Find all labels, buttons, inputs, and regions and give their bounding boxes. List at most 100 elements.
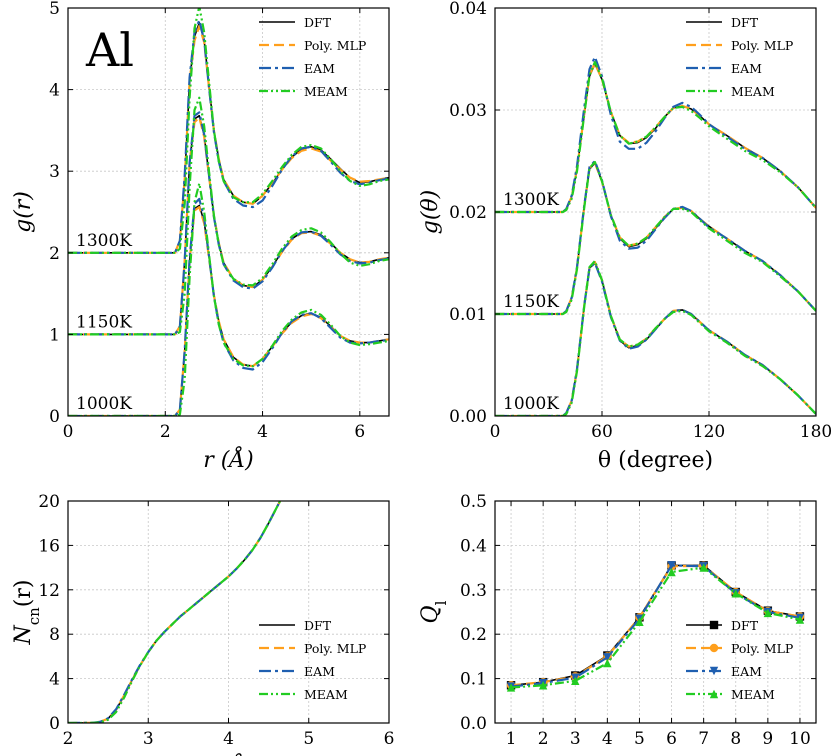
- panel-ncn: 2 3 4 5 6 0 4 8 12 16 20 r (Å) Ncn(r) DFT Poly. MLP EAM…: [11, 492, 394, 756]
- x-tick-label: 4: [223, 729, 234, 749]
- panel-gr: 0 2 4 6 0 1 2 3 4 5 r (Å) g(r) 1300K 1150K 1000K DFT Pol…: [11, 0, 390, 473]
- legend-label: DFT: [304, 618, 332, 633]
- y-axis-label: Ncn(r): [11, 580, 43, 646]
- y-tick-label: 0.4: [460, 536, 487, 556]
- marker-meam: [699, 563, 708, 572]
- legend-label: MEAM: [731, 687, 775, 702]
- y-tick-label: 3: [49, 162, 60, 182]
- y-tick-label: 2: [49, 244, 60, 264]
- y-tick-label: 0.3: [460, 581, 487, 601]
- y-tick-label: 0.00: [449, 407, 487, 427]
- x-axis-label: r (Å): [203, 752, 254, 756]
- legend-label: MEAM: [731, 84, 775, 99]
- marker-dft: [709, 620, 719, 630]
- x-tick-label: 9: [762, 729, 773, 749]
- legend-label: Poly. MLP: [304, 641, 366, 656]
- plot-frame: [494, 500, 817, 724]
- x-tick-label: 4: [602, 729, 613, 749]
- series-line-eam-1000k: [495, 261, 816, 416]
- x-tick-label: 3: [143, 729, 154, 749]
- x-tick-label: 5: [303, 729, 314, 749]
- legend-label: EAM: [304, 61, 335, 76]
- plot-frame: [67, 7, 390, 417]
- series-line-eam-1300k: [68, 19, 389, 254]
- legend: DFT Poly. MLP EAM MEAM: [686, 618, 793, 702]
- y-tick-label: 20: [38, 492, 60, 512]
- y-tick-label: 16: [38, 536, 60, 556]
- marker-eam: [709, 666, 719, 676]
- x-tick-label: 3: [570, 729, 581, 749]
- legend-label: EAM: [731, 61, 762, 76]
- marker-meam: [538, 681, 548, 690]
- temperature-label-1150k: 1150K: [503, 292, 559, 312]
- marker-meam: [603, 658, 612, 668]
- marker-poly-mlp: [709, 643, 719, 653]
- series-line-eam-1150k: [495, 159, 816, 316]
- x-tick-label: 120: [693, 422, 725, 442]
- legend: DFT Poly. MLP EAM MEAM: [259, 15, 366, 99]
- legend-label: DFT: [731, 15, 759, 30]
- y-tick-label: 0.2: [460, 625, 487, 645]
- marker-meam: [795, 615, 805, 624]
- y-tick-label: 5: [49, 0, 60, 19]
- series-line-meam: [511, 566, 801, 689]
- legend-label: Poly. MLP: [731, 38, 793, 53]
- legend-label: DFT: [731, 618, 759, 633]
- y-tick-label: 0.1: [460, 670, 487, 690]
- x-tick-label: 2: [160, 422, 171, 442]
- x-tick-label: 6: [384, 729, 395, 749]
- temperature-label-1300k: 1300K: [76, 231, 132, 251]
- legend-label: DFT: [304, 15, 332, 30]
- marker-eam: [667, 561, 676, 570]
- x-tick-label: 5: [634, 729, 645, 749]
- x-tick-label: 2: [63, 729, 74, 749]
- legend: DFT Poly. MLP EAM MEAM: [686, 15, 793, 99]
- y-tick-label: 0: [49, 714, 60, 734]
- series-line-eam-1300k: [495, 55, 816, 214]
- y-tick-label: 4: [49, 670, 60, 690]
- series-line-meam-1150k: [495, 160, 816, 316]
- series-line-meam-1300k: [495, 60, 816, 214]
- y-tick-label: 0.5: [460, 492, 487, 512]
- legend-label: Poly. MLP: [304, 38, 366, 53]
- x-tick-label: 6: [354, 422, 365, 442]
- series-line-poly-mlp-1000k: [495, 260, 816, 416]
- series-line-meam-1000k: [68, 182, 389, 416]
- marker-meam: [709, 689, 719, 699]
- legend-label: EAM: [731, 664, 762, 679]
- panel-ql: 123456789100.00.10.20.30.40.5lQlDFTPoly.…: [418, 492, 817, 756]
- x-axis-label: θ (degree): [598, 448, 713, 473]
- x-tick-label: 2: [538, 729, 549, 749]
- series-line-dft-1150k: [68, 114, 389, 336]
- y-axis-label: g(θ): [418, 190, 443, 235]
- marker-meam: [506, 683, 516, 692]
- x-tick-label: 0: [63, 422, 74, 442]
- temperature-label-1150k: 1150K: [76, 312, 132, 332]
- y-tick-label: 0.04: [449, 0, 487, 19]
- series-line-meam-1150k: [68, 96, 389, 336]
- temperature-label-1000k: 1000K: [76, 394, 132, 414]
- x-tick-label: 0: [490, 422, 501, 442]
- series-line-meam: [68, 501, 282, 723]
- series-line-eam-1150k: [68, 111, 389, 336]
- marker-eam: [603, 653, 612, 662]
- y-tick-label: 0.01: [449, 305, 487, 325]
- y-tick-label: 4: [49, 81, 60, 101]
- x-tick-label: 60: [591, 422, 613, 442]
- x-tick-label: 6: [666, 729, 677, 749]
- y-tick-label: 0: [49, 407, 60, 427]
- y-axis-label: g(r): [11, 191, 36, 233]
- x-tick-label: 8: [730, 729, 741, 749]
- series-line-meam-1300k: [68, 8, 389, 254]
- series-line-dft: [68, 501, 282, 723]
- x-tick-label: 1: [506, 729, 517, 749]
- legend-label: MEAM: [304, 687, 348, 702]
- series-line-poly-mlp: [68, 501, 282, 723]
- x-tick-label: 180: [800, 422, 831, 442]
- y-tick-label: 0.02: [449, 203, 487, 223]
- panel-gtheta: 0 60 120 180 0.00 0.01 0.02 0.03 0.04 θ (degree) g…: [418, 0, 831, 473]
- marker-meam: [731, 589, 740, 598]
- temperature-label-1300k: 1300K: [503, 190, 559, 210]
- element-label: Al: [85, 23, 134, 77]
